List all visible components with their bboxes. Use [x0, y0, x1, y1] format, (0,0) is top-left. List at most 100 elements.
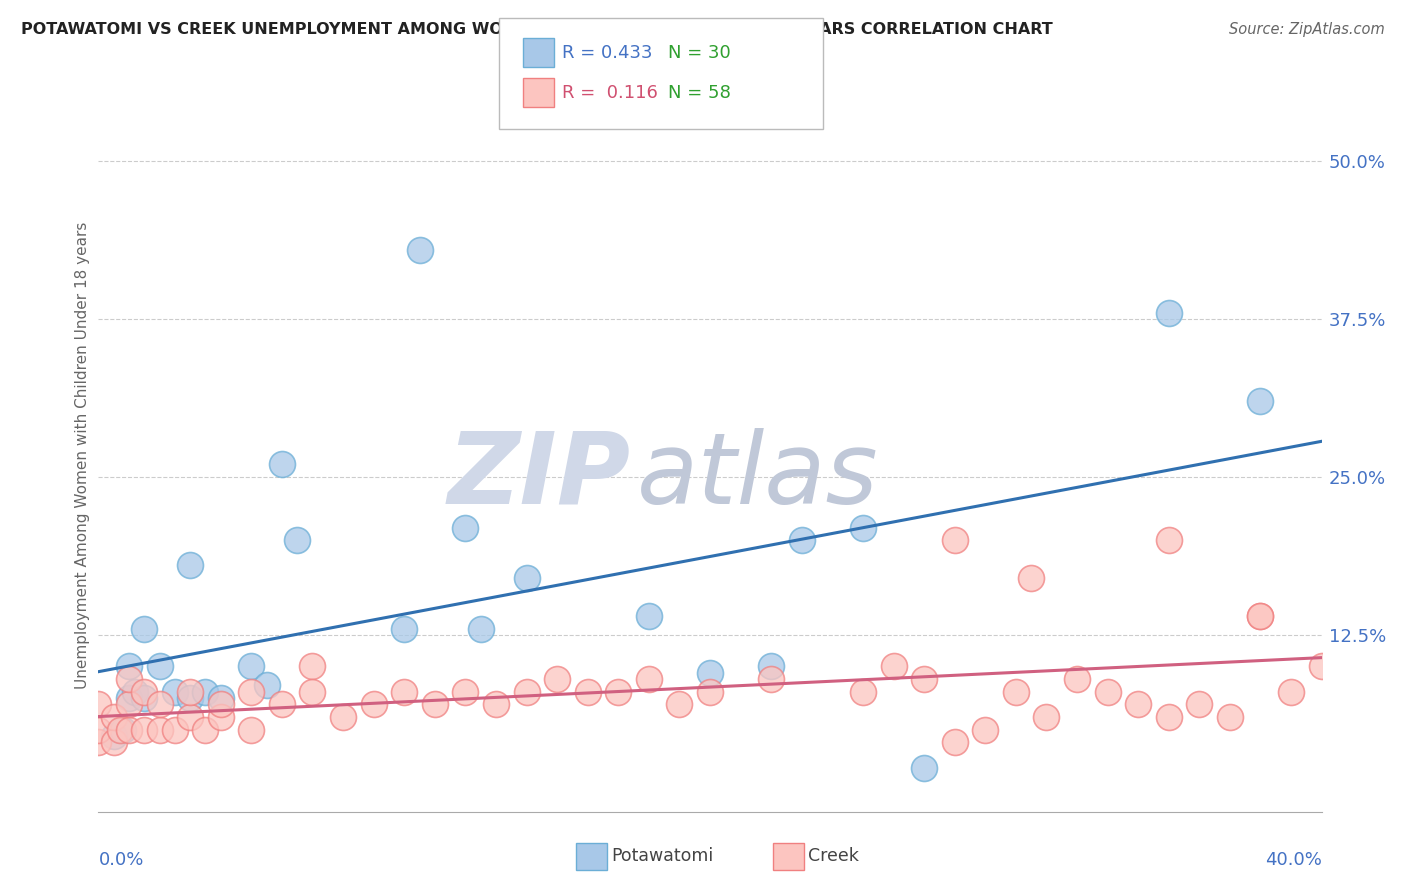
Point — [485, 698, 508, 712]
Point — [103, 729, 125, 743]
Point — [1249, 609, 1271, 624]
Text: R =  0.116: R = 0.116 — [562, 84, 658, 102]
Point — [1310, 659, 1333, 673]
Point — [87, 723, 110, 737]
Point — [852, 684, 875, 698]
Point — [179, 710, 201, 724]
Text: atlas: atlas — [637, 428, 879, 524]
Text: N = 58: N = 58 — [668, 84, 731, 102]
Point — [179, 558, 201, 573]
Point — [392, 684, 416, 698]
Point — [134, 691, 156, 706]
Point — [301, 659, 323, 673]
Point — [240, 659, 263, 673]
Point — [607, 684, 630, 698]
Point — [149, 698, 172, 712]
Point — [134, 622, 156, 636]
Point — [103, 710, 125, 724]
Point — [240, 723, 263, 737]
Point — [454, 520, 477, 534]
Point — [1279, 684, 1302, 698]
Point — [1249, 609, 1271, 624]
Text: Potawatomi: Potawatomi — [612, 847, 714, 865]
Point — [118, 691, 141, 706]
Point — [87, 735, 110, 749]
Point — [1128, 698, 1150, 712]
Point — [194, 684, 217, 698]
Point — [1035, 710, 1057, 724]
Point — [301, 684, 323, 698]
Point — [974, 723, 997, 737]
Point — [149, 723, 172, 737]
Point — [118, 698, 141, 712]
Point — [179, 691, 201, 706]
Text: ZIP: ZIP — [447, 428, 630, 524]
Point — [883, 659, 905, 673]
Point — [454, 684, 477, 698]
Point — [124, 684, 146, 698]
Point — [637, 672, 661, 686]
Point — [240, 684, 263, 698]
Point — [423, 698, 446, 712]
Text: POTAWATOMI VS CREEK UNEMPLOYMENT AMONG WOMEN WITH CHILDREN UNDER 18 YEARS CORREL: POTAWATOMI VS CREEK UNEMPLOYMENT AMONG W… — [21, 22, 1053, 37]
Point — [363, 698, 385, 712]
Point — [943, 533, 966, 548]
Point — [285, 533, 308, 548]
Text: 40.0%: 40.0% — [1265, 851, 1322, 869]
Point — [87, 698, 110, 712]
Point — [209, 691, 232, 706]
Point — [270, 458, 292, 472]
Point — [1066, 672, 1088, 686]
Point — [118, 659, 141, 673]
Point — [470, 622, 492, 636]
Point — [118, 723, 141, 737]
Text: N = 30: N = 30 — [668, 44, 731, 62]
Point — [637, 609, 661, 624]
Point — [332, 710, 354, 724]
Point — [163, 684, 186, 698]
Point — [408, 243, 430, 257]
Point — [108, 723, 131, 737]
Text: Source: ZipAtlas.com: Source: ZipAtlas.com — [1229, 22, 1385, 37]
Point — [1188, 698, 1211, 712]
Point — [1097, 684, 1119, 698]
Point — [149, 659, 172, 673]
Point — [852, 520, 875, 534]
Point — [668, 698, 690, 712]
Point — [118, 672, 141, 686]
Point — [1157, 306, 1180, 320]
Point — [516, 684, 538, 698]
Point — [163, 723, 186, 737]
Point — [179, 684, 201, 698]
Point — [209, 710, 232, 724]
Text: R = 0.433: R = 0.433 — [562, 44, 652, 62]
Point — [1019, 571, 1042, 585]
Point — [699, 665, 721, 680]
Point — [1157, 710, 1180, 724]
Point — [516, 571, 538, 585]
Text: Creek: Creek — [808, 847, 859, 865]
Point — [392, 622, 416, 636]
Point — [270, 698, 292, 712]
Point — [576, 684, 599, 698]
Point — [111, 723, 134, 737]
Point — [790, 533, 813, 548]
Point — [1219, 710, 1241, 724]
Point — [912, 672, 935, 686]
Point — [256, 678, 278, 692]
Point — [209, 698, 232, 712]
Point — [134, 684, 156, 698]
Point — [1157, 533, 1180, 548]
Point — [759, 672, 782, 686]
Text: 0.0%: 0.0% — [98, 851, 143, 869]
Point — [1004, 684, 1026, 698]
Point — [1249, 394, 1271, 409]
Point — [912, 760, 935, 774]
Point — [134, 723, 156, 737]
Point — [194, 723, 217, 737]
Point — [103, 735, 125, 749]
Point — [759, 659, 782, 673]
Point — [699, 684, 721, 698]
Point — [546, 672, 568, 686]
Y-axis label: Unemployment Among Women with Children Under 18 years: Unemployment Among Women with Children U… — [75, 221, 90, 689]
